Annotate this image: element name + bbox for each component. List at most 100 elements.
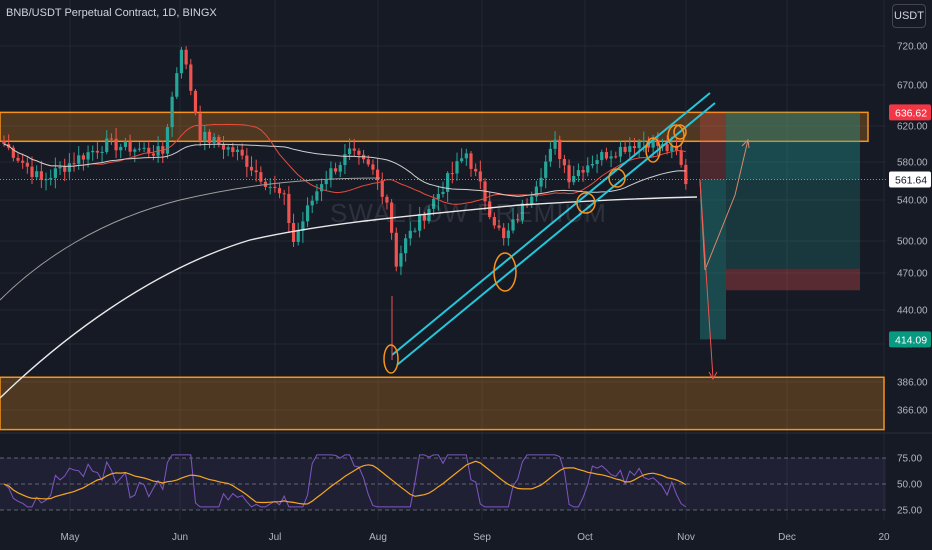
candle-body [665,144,669,152]
x-axis-label-7: Dec [778,532,796,543]
candle-body [282,193,286,195]
candle-body [58,167,62,169]
candle-body [53,168,57,178]
y-axis-label-9: 386.00 [897,378,928,389]
candle-body [35,171,39,178]
candle-body [2,140,6,145]
candle-body [464,153,468,159]
touch-circle-5 [667,124,685,148]
candle-body [324,179,328,185]
candle-body [399,253,403,267]
candle-body [142,147,146,149]
candle-body [86,152,90,160]
candle-body [506,230,510,239]
x-axis-label-0: May [61,532,80,543]
projection-down-arrow [699,179,714,379]
rsi-axis-label-1: 50.00 [897,480,922,491]
candle-body [338,165,342,172]
candle-body [441,191,445,194]
candle-body [674,145,679,151]
candle-body [609,156,613,159]
y-axis-label-5: 500.00 [897,237,928,248]
candle-body [586,165,590,173]
candle-body [30,166,34,178]
candle-body [520,203,524,221]
candle-body [25,162,29,167]
candle-body [670,145,674,152]
candle-body [628,146,632,152]
candle-body [366,159,370,165]
projection-up-arrow-head [741,138,750,149]
candle-body [235,149,240,152]
y-axis-label-2: 620.00 [897,122,928,133]
candle-body [576,170,581,177]
candle-body [530,196,534,205]
candle-body [450,173,454,175]
candle-body [385,196,389,203]
candle-body [618,146,623,157]
candle-body [539,177,543,187]
candle-body [217,136,221,145]
candle-body [478,171,482,182]
candle-body [492,217,496,226]
candle-body [614,156,618,158]
candle-body [184,49,188,65]
candle-body [319,184,324,192]
candle-body [376,169,380,181]
candle-body [296,230,300,242]
candle-body [95,150,99,153]
candle-body [165,127,170,154]
candle-body [642,140,646,142]
rsi-line [3,454,687,508]
candle-body [455,161,459,174]
candle-body [371,164,375,170]
x-axis-label-8: 20 [878,532,890,543]
candle-body [151,153,156,156]
touch-circle-6 [673,124,687,140]
price-tag-current-bg [889,171,931,188]
support-zone [0,376,885,431]
candle-body [119,146,123,151]
candle-body [352,148,356,151]
candle-body [623,146,627,152]
candle-body [16,157,20,161]
rsi-ma-line [3,460,687,505]
candle-body [544,161,548,178]
x-axis-label-3: Aug [369,532,387,543]
candle-body [11,147,15,158]
candle-body [516,219,520,221]
rsi-axis-label-2: 25.00 [897,506,922,517]
candle-body [380,180,384,197]
candle-body [198,113,202,141]
price-tag-target: 414.09 [895,334,927,346]
candle-body [632,146,637,149]
candle-body [497,225,501,228]
candle-body [72,163,76,165]
currency-button[interactable]: USDT [892,4,926,28]
candle-body [408,230,412,239]
candle-body [133,149,137,152]
candle-body [63,167,67,172]
candle-body [254,170,258,173]
candle-body [226,147,230,150]
candle-body [413,230,417,232]
candle-body [427,208,431,221]
candle-body [91,150,95,153]
candle-body [553,139,557,149]
candle-body [189,64,193,91]
x-axis-label-4: Sep [473,532,491,543]
candle-body [100,151,104,153]
candle-body [604,152,609,159]
y-axis-label-1: 670.00 [897,81,928,92]
price-tag-high: 636.62 [895,107,927,119]
touch-circle-1 [493,252,517,292]
candle-body [637,141,641,149]
candle-body [418,213,422,231]
candle-body [175,73,179,97]
candle-body [291,223,296,242]
candle-body [590,164,595,166]
candle-body [207,131,212,143]
candle-body [305,205,310,222]
candle-body [193,90,198,114]
